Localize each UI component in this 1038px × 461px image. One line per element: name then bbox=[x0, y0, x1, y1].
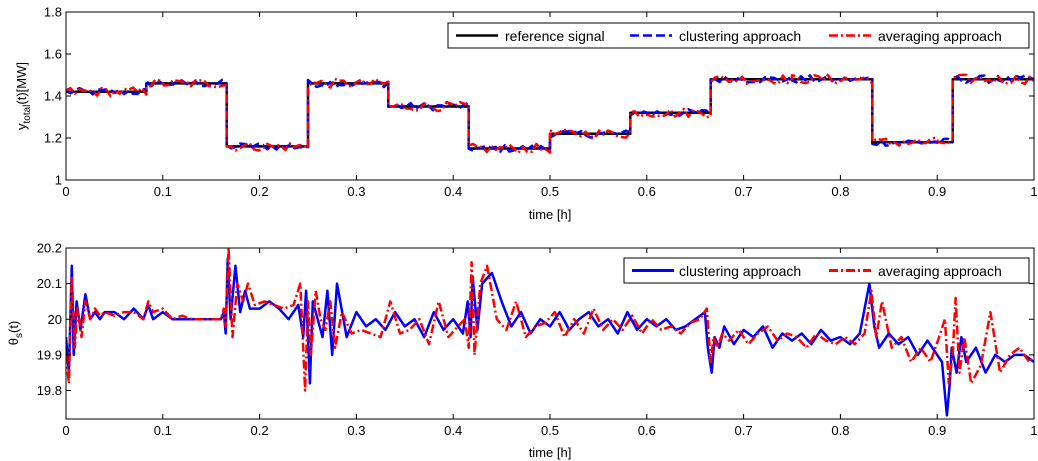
x-tick-label: 0.9 bbox=[928, 423, 946, 438]
legend: clustering approach averaging approach bbox=[623, 257, 1030, 284]
y-tick-label: 1.2 bbox=[44, 131, 62, 146]
y-tick-label: 1.8 bbox=[44, 5, 62, 20]
y-tick-label: 20.1 bbox=[37, 276, 62, 291]
legend-label-clustering: clustering approach bbox=[679, 263, 801, 279]
x-tick-label: 0.2 bbox=[251, 423, 269, 438]
y-axis-label: ytotal(t)[MW] bbox=[14, 62, 33, 130]
x-axis-label: time [h] bbox=[529, 207, 572, 222]
x-tick-label: 0.1 bbox=[154, 184, 172, 199]
x-tick-label: 0.3 bbox=[347, 184, 365, 199]
x-tick-label: 0.6 bbox=[638, 423, 656, 438]
x-tick-label: 1 bbox=[1030, 423, 1037, 438]
y-axis-label-main: θ bbox=[6, 338, 21, 345]
x-tick-label: 0.6 bbox=[638, 184, 656, 199]
x-tick-label: 0.4 bbox=[444, 423, 462, 438]
legend-label-averaging: averaging approach bbox=[878, 28, 1002, 44]
series-line-averaging bbox=[66, 248, 1034, 392]
x-tick-label: 0.7 bbox=[735, 423, 753, 438]
y-axis-label-subscript: total bbox=[22, 105, 33, 124]
y-tick-label: 19.8 bbox=[37, 383, 62, 398]
x-tick-label: 0.3 bbox=[347, 423, 365, 438]
power-tracking-plot: 0 0.1 0.2 0.3 0.4 0.5 0.6 0.7 0.8 0.9 1 1 1.2 1.4 1.6 1… bbox=[14, 5, 1038, 223]
y-axis-label-rest: (t) bbox=[6, 321, 21, 333]
x-tick-label: 0.9 bbox=[928, 184, 946, 199]
x-tick-label: 0.2 bbox=[251, 184, 269, 199]
tick-marks: 0 0.1 0.2 0.3 0.4 0.5 0.6 0.7 0.8 0.9 1 1 1.2 1.4 1.6 1… bbox=[44, 5, 1038, 200]
legend-label-reference: reference signal bbox=[505, 28, 605, 44]
x-tick-label: 0.8 bbox=[831, 184, 849, 199]
tick-marks: 0 0.1 0.2 0.3 0.4 0.5 0.6 0.7 0.8 0.9 1 19.8 19.9 20 2… bbox=[37, 241, 1038, 439]
x-tick-label: 0 bbox=[62, 184, 69, 199]
plot-lines bbox=[66, 73, 1034, 155]
y-tick-label: 19.9 bbox=[37, 347, 62, 362]
x-tick-label: 0.7 bbox=[735, 184, 753, 199]
temperature-plot: 0 0.1 0.2 0.3 0.4 0.5 0.6 0.7 0.8 0.9 1 19.8 19.9 20 2… bbox=[6, 241, 1038, 461]
x-tick-label: 0.4 bbox=[444, 184, 462, 199]
x-tick-label: 0.5 bbox=[541, 423, 559, 438]
legend-box bbox=[623, 257, 1030, 284]
legend-label-averaging: averaging approach bbox=[878, 263, 1002, 279]
y-tick-label: 20 bbox=[48, 312, 62, 327]
x-axis-label: time [h] bbox=[529, 445, 572, 460]
y-tick-label: 20.2 bbox=[37, 241, 62, 256]
series-line-averaging bbox=[66, 73, 1034, 155]
y-tick-label: 1.4 bbox=[44, 89, 62, 104]
legend-box bbox=[447, 22, 1030, 49]
y-tick-label: 1.6 bbox=[44, 47, 62, 62]
x-tick-label: 0.1 bbox=[154, 423, 172, 438]
plot-lines bbox=[66, 248, 1034, 417]
x-tick-label: 0 bbox=[62, 423, 69, 438]
y-axis-label-rest: (t)[MW] bbox=[14, 62, 29, 105]
legend-label-clustering: clustering approach bbox=[679, 28, 801, 44]
legend: reference signal clustering approach ave… bbox=[447, 22, 1030, 49]
y-axis-label-subscript: s bbox=[14, 333, 25, 338]
x-tick-label: 0.8 bbox=[831, 423, 849, 438]
y-axis-label-main: y bbox=[14, 123, 29, 130]
x-tick-label: 0.5 bbox=[541, 184, 559, 199]
x-tick-label: 1 bbox=[1030, 184, 1037, 199]
y-tick-label: 1 bbox=[55, 173, 62, 188]
y-axis-label: θs(t) bbox=[6, 321, 25, 346]
